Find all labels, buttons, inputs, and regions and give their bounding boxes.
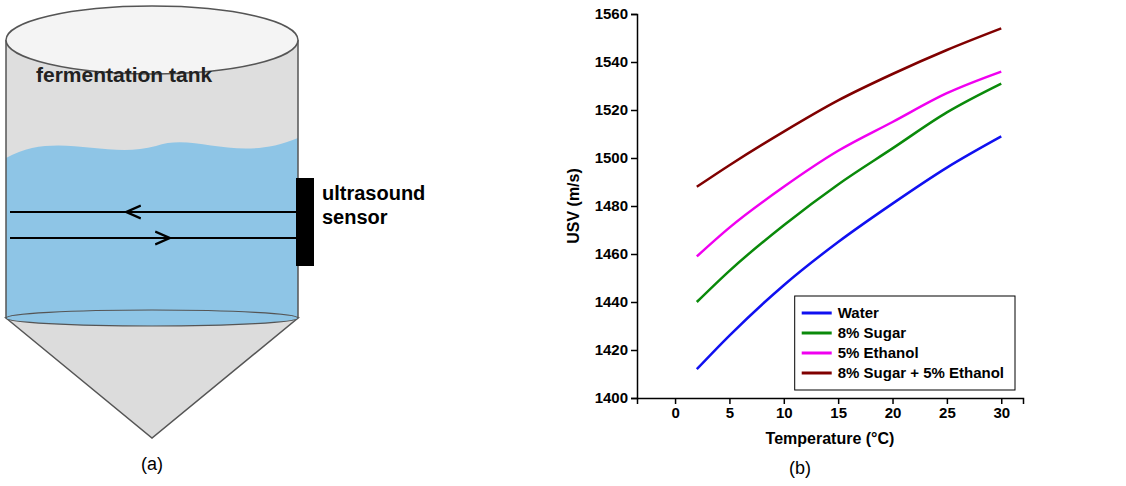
- series-line: [697, 84, 1001, 302]
- y-tick-mark: [631, 206, 637, 208]
- x-tick: 15: [830, 398, 847, 421]
- x-tick-label: 15: [830, 404, 847, 421]
- legend-label: 8% Sugar + 5% Ethanol: [838, 364, 1004, 381]
- y-tick: 1560: [595, 5, 637, 22]
- tank-bottom: [6, 310, 298, 326]
- y-axis-line: [631, 15, 638, 399]
- y-tick: 1400: [595, 389, 637, 406]
- sensor: [296, 178, 314, 266]
- legend-label: 5% Ethanol: [838, 344, 919, 361]
- signal-out: [10, 211, 298, 213]
- y-tick-mark: [631, 350, 637, 352]
- y-tick-mark: [631, 398, 637, 400]
- y-tick-label: 1520: [595, 101, 628, 118]
- x-axis-title: Temperature (°C): [766, 430, 895, 447]
- legend-item: 5% Ethanol: [802, 344, 919, 361]
- tank-label: fermentation tank: [36, 63, 213, 86]
- y-tick: 1480: [595, 197, 637, 214]
- legend-swatch: [802, 312, 832, 315]
- y-tick-mark: [631, 254, 637, 256]
- liquid: [6, 138, 298, 318]
- y-tick: 1460: [595, 245, 637, 262]
- x-tick-label: 5: [726, 404, 734, 421]
- x-tick: 10: [776, 398, 793, 421]
- legend-box: [795, 296, 1015, 390]
- legend: Water 8% Sugar 5% Ethanol 8% Sugar + 5% Eth…: [795, 296, 1015, 390]
- signal-arrow: [128, 211, 150, 213]
- x-axis: 0 5 10 15 20 25 30: [638, 398, 1024, 421]
- legend-item: Water: [802, 304, 879, 321]
- y-tick-label: 1440: [595, 293, 628, 310]
- y-tick-label: 1500: [595, 149, 628, 166]
- legend-swatch: [802, 332, 832, 335]
- y-tick-label: 1460: [595, 245, 628, 262]
- panel-label: (a): [141, 454, 163, 474]
- legend-label: 8% Sugar: [838, 324, 907, 341]
- y-tick-label: 1560: [595, 5, 628, 22]
- x-tick-label: 10: [776, 404, 793, 421]
- y-tick: 1500: [595, 149, 637, 166]
- series-line: [697, 28, 1001, 186]
- panel-label: (b): [789, 458, 811, 478]
- y-tick-label: 1480: [595, 197, 628, 214]
- y-tick-label: 1540: [595, 53, 628, 70]
- diagram: fermentation tank ultrasoundsensor: [6, 6, 425, 438]
- tank-cone: [6, 318, 298, 438]
- y-tick: 1420: [595, 341, 637, 358]
- tank-wall: [5, 40, 7, 318]
- x-tick: 20: [885, 398, 902, 421]
- legend-label: Water: [838, 304, 879, 321]
- x-tick-label: 30: [993, 404, 1010, 421]
- y-tick-mark: [631, 158, 637, 160]
- y-tick-mark: [631, 62, 637, 64]
- x-tick-label: 20: [885, 404, 902, 421]
- y-tick: 1520: [595, 101, 637, 118]
- y-tick-mark: [631, 14, 637, 16]
- signal-arrow: [150, 237, 168, 239]
- x-tick: 30: [993, 398, 1010, 421]
- y-tick: 1440: [595, 293, 637, 310]
- x-tick-label: 25: [939, 404, 956, 421]
- signal-back: [10, 237, 298, 239]
- y-axis: 1400 1420 1440 1460 1480 1500 1520 1540 1560: [595, 5, 638, 406]
- x-tick: 25: [939, 398, 956, 421]
- legend-swatch: [802, 352, 832, 355]
- chart: 0510152025301400142014401460148015001520…: [565, 5, 1024, 447]
- sensor-label: ultrasoundsensor: [322, 182, 425, 228]
- y-axis-title: USV (m/s): [565, 168, 582, 244]
- x-tick-label: 0: [671, 404, 679, 421]
- y-tick: 1540: [595, 53, 637, 70]
- tank-body: [6, 40, 298, 318]
- x-tick: 5: [726, 398, 734, 421]
- series-line: [697, 72, 1001, 257]
- y-tick-mark: [631, 302, 637, 304]
- y-tick-label: 1400: [595, 389, 628, 406]
- y-tick-label: 1420: [595, 341, 628, 358]
- legend-swatch: [802, 372, 832, 375]
- x-tick: 0: [671, 398, 679, 421]
- legend-item: 8% Sugar + 5% Ethanol: [802, 364, 1004, 381]
- y-tick-mark: [631, 110, 637, 112]
- legend-item: 8% Sugar: [802, 324, 907, 341]
